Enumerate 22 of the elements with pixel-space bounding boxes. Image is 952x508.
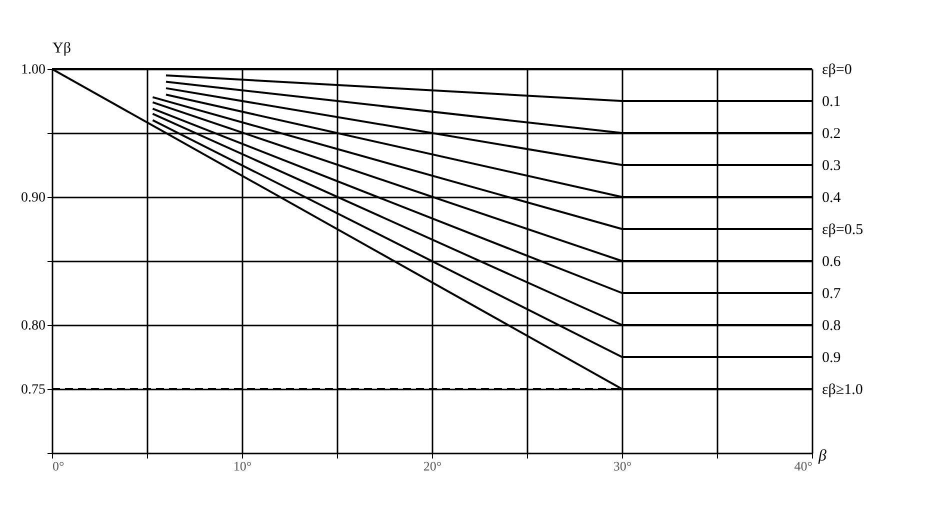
y-tick-label: 0.75 bbox=[21, 382, 46, 398]
y-axis-title: Yβ bbox=[52, 40, 71, 56]
x-tick-label: 40° bbox=[794, 458, 812, 474]
x-tick-label: 0° bbox=[52, 458, 64, 474]
x-tick-label: 10° bbox=[233, 458, 252, 474]
series-label: 0.7 bbox=[822, 286, 842, 302]
series-label: 0.4 bbox=[822, 190, 842, 206]
series-label: 0.3 bbox=[822, 158, 841, 174]
series-label: εβ≥1.0 bbox=[822, 382, 863, 398]
x-axis-title: β bbox=[818, 448, 827, 464]
y-tick-label: 1.00 bbox=[21, 62, 46, 78]
x-tick-label: 20° bbox=[423, 458, 442, 474]
x-tick-label: 30° bbox=[613, 458, 632, 474]
series-label: 0.2 bbox=[822, 126, 841, 142]
series-label: εβ=0.5 bbox=[822, 222, 864, 238]
series-label: 0.6 bbox=[822, 254, 842, 270]
series-label: εβ=0 bbox=[822, 62, 852, 78]
y-tick-label: 0.90 bbox=[21, 190, 46, 206]
series-label: 0.9 bbox=[822, 350, 841, 366]
series-label: 0.1 bbox=[822, 94, 841, 110]
series-label: 0.8 bbox=[822, 318, 841, 334]
y-tick-label: 0.80 bbox=[21, 318, 46, 334]
